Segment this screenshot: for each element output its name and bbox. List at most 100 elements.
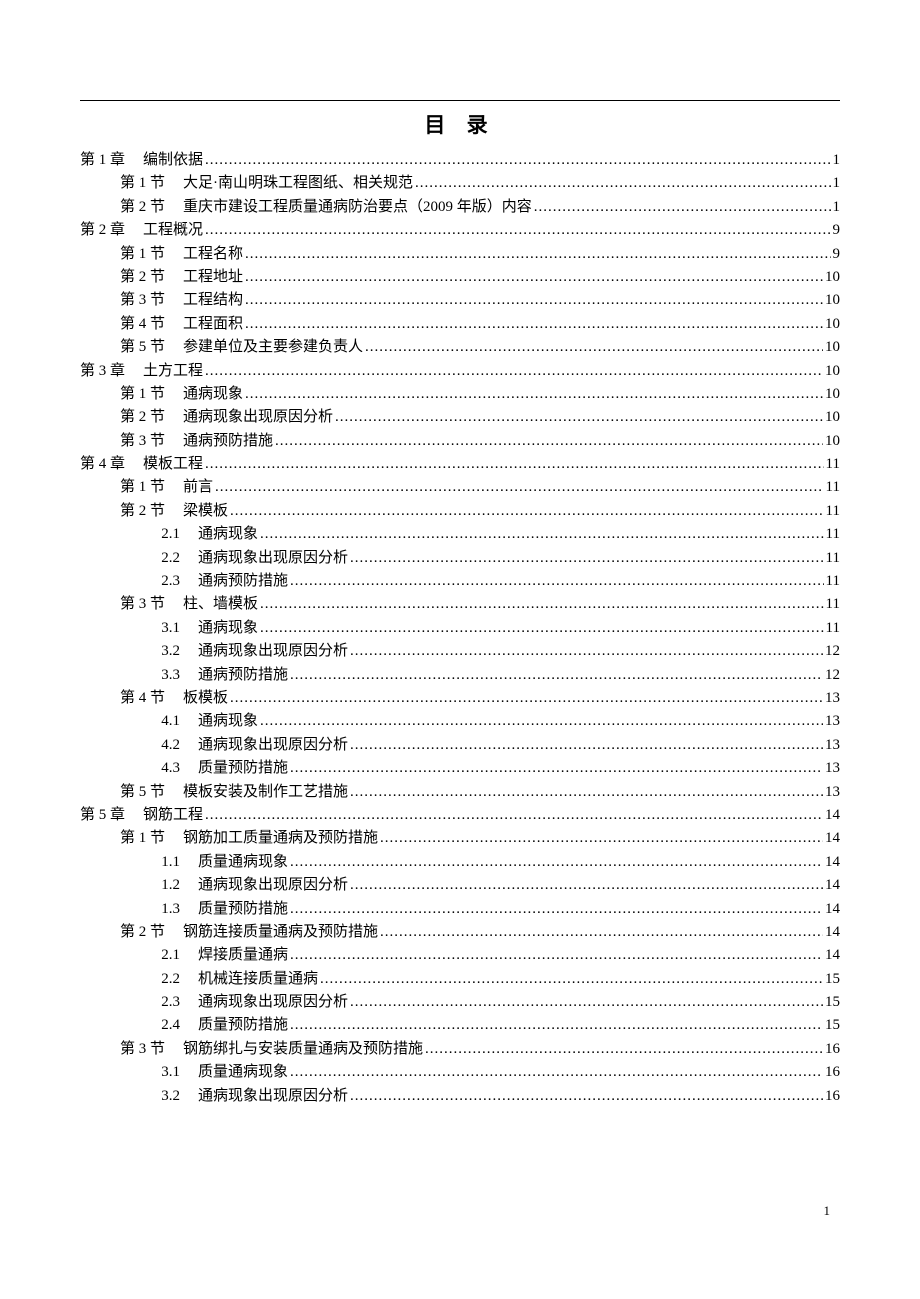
toc-text: 工程面积 — [183, 313, 243, 336]
toc-label: 1.1 — [120, 851, 180, 874]
toc-entry: 2.1焊接质量通病14 — [80, 944, 840, 967]
toc-leader-dots — [245, 243, 830, 266]
toc-leader-dots — [290, 664, 823, 687]
toc-leader-dots — [260, 710, 823, 733]
toc-page: 13 — [825, 734, 840, 757]
toc-page: 13 — [825, 757, 840, 780]
toc-label: 第 3 节 — [120, 289, 165, 312]
toc-text: 通病预防措施 — [198, 570, 288, 593]
toc-label: 1.2 — [120, 874, 180, 897]
toc-text: 通病现象出现原因分析 — [183, 406, 333, 429]
toc-text: 工程名称 — [183, 243, 243, 266]
toc-label: 第 2 节 — [120, 921, 165, 944]
toc-leader-dots — [215, 476, 824, 499]
toc-leader-dots — [534, 196, 831, 219]
toc-label: 第 1 节 — [120, 243, 165, 266]
toc-page: 1 — [833, 172, 841, 195]
toc-page: 11 — [826, 593, 840, 616]
toc-leader-dots — [290, 851, 823, 874]
toc-page: 12 — [825, 640, 840, 663]
toc-leader-dots — [320, 968, 823, 991]
toc-leader-dots — [365, 336, 823, 359]
toc-leader-dots — [350, 991, 823, 1014]
toc-text: 钢筋工程 — [143, 804, 203, 827]
toc-entry: 第 5 章钢筋工程 14 — [80, 804, 840, 827]
toc-page: 10 — [825, 336, 840, 359]
toc-text: 钢筋加工质量通病及预防措施 — [183, 827, 378, 850]
toc-entry: 3.1质量通病现象16 — [80, 1061, 840, 1084]
toc-leader-dots — [205, 360, 823, 383]
toc-page: 10 — [825, 289, 840, 312]
toc-entry: 2.1通病现象11 — [80, 523, 840, 546]
toc-entry: 2.4质量预防措施15 — [80, 1014, 840, 1037]
toc-page: 10 — [825, 313, 840, 336]
toc-entry: 3.2通病现象出现原因分析16 — [80, 1085, 840, 1108]
toc-page: 14 — [825, 851, 840, 874]
toc-label: 2.3 — [120, 570, 180, 593]
toc-title: 目 录 — [80, 109, 840, 139]
toc-label: 第 1 节 — [120, 172, 165, 195]
toc-label: 第 2 节 — [120, 500, 165, 523]
toc-text: 通病预防措施 — [183, 430, 273, 453]
toc-leader-dots — [205, 219, 830, 242]
toc-page: 14 — [825, 921, 840, 944]
toc-text: 模板工程 — [143, 453, 203, 476]
toc-entry: 第 3 节工程结构10 — [80, 289, 840, 312]
toc-page: 1 — [833, 196, 841, 219]
toc-label: 第 2 节 — [120, 196, 165, 219]
toc-label: 2.4 — [120, 1014, 180, 1037]
toc-label: 4.2 — [120, 734, 180, 757]
toc-page: 10 — [825, 430, 840, 453]
toc-entry: 第 2 节梁模板11 — [80, 500, 840, 523]
top-separator — [80, 100, 840, 101]
toc-leader-dots — [350, 1085, 823, 1108]
toc-leader-dots — [290, 1014, 823, 1037]
toc-leader-dots — [290, 757, 823, 780]
toc-leader-dots — [350, 781, 823, 804]
toc-text: 通病现象出现原因分析 — [198, 991, 348, 1014]
toc-entry: 第 1 节工程名称9 — [80, 243, 840, 266]
toc-entry: 第 4 章模板工程11 — [80, 453, 840, 476]
toc-text: 通病现象出现原因分析 — [198, 1085, 348, 1108]
toc-text: 焊接质量通病 — [198, 944, 288, 967]
toc-text: 机械连接质量通病 — [198, 968, 318, 991]
toc-leader-dots — [290, 570, 824, 593]
toc-entry: 第 1 节大足·南山明珠工程图纸、相关规范 1 — [80, 172, 840, 195]
toc-text: 通病现象出现原因分析 — [198, 734, 348, 757]
toc-text: 土方工程 — [143, 360, 203, 383]
toc-entry: 1.2通病现象出现原因分析14 — [80, 874, 840, 897]
toc-entry: 3.1通病现象11 — [80, 617, 840, 640]
toc-leader-dots — [230, 687, 823, 710]
toc-text: 板模板 — [183, 687, 228, 710]
toc-text: 重庆市建设工程质量通病防治要点（2009 年版）内容 — [183, 196, 532, 219]
toc-label: 1.3 — [120, 898, 180, 921]
toc-leader-dots — [245, 383, 823, 406]
toc-label: 第 3 章 — [80, 360, 125, 383]
toc-page: 12 — [825, 664, 840, 687]
toc-text: 质量通病现象 — [198, 1061, 288, 1084]
toc-entry: 4.1通病现象13 — [80, 710, 840, 733]
toc-entry: 第 1 章编制依据1 — [80, 149, 840, 172]
toc-leader-dots — [425, 1038, 823, 1061]
toc-text: 柱、墙模板 — [183, 593, 258, 616]
toc-page: 14 — [825, 804, 840, 827]
toc-entry: 2.3通病预防措施11 — [80, 570, 840, 593]
toc-label: 第 2 章 — [80, 219, 125, 242]
toc-entry: 第 1 节通病现象10 — [80, 383, 840, 406]
toc-text: 质量预防措施 — [198, 1014, 288, 1037]
toc-label: 第 5 章 — [80, 804, 125, 827]
toc-entry: 3.2通病现象出现原因分析12 — [80, 640, 840, 663]
toc-entry: 4.2 通病现象出现原因分析 13 — [80, 734, 840, 757]
toc-page: 10 — [825, 360, 840, 383]
toc-leader-dots — [380, 921, 823, 944]
toc-entry: 2.3通病现象出现原因分析15 — [80, 991, 840, 1014]
toc-leader-dots — [290, 944, 823, 967]
toc-text: 通病现象 — [198, 617, 258, 640]
toc-entry: 第 2 节重庆市建设工程质量通病防治要点（2009 年版）内容 1 — [80, 196, 840, 219]
toc-text: 通病现象 — [198, 523, 258, 546]
toc-page: 1 — [833, 149, 841, 172]
toc-leader-dots — [245, 313, 823, 336]
toc-text: 通病现象出现原因分析 — [198, 640, 348, 663]
toc-text: 模板安装及制作工艺措施 — [183, 781, 348, 804]
toc-leader-dots — [290, 1061, 823, 1084]
